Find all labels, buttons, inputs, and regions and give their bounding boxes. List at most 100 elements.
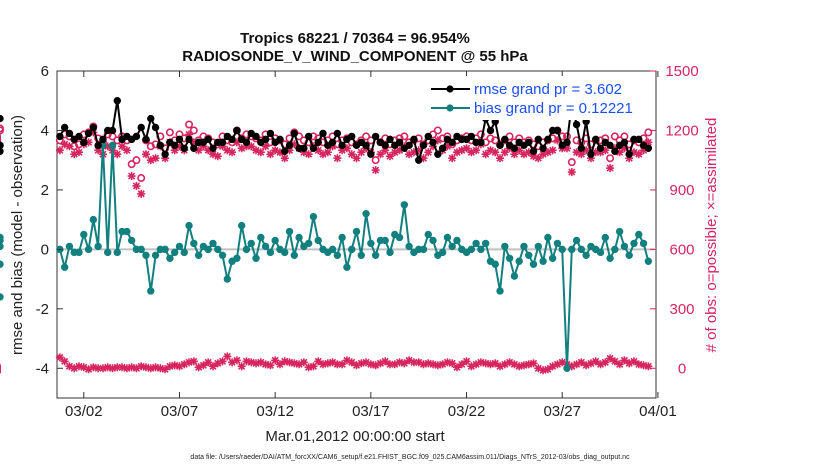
bias-point: [247, 239, 255, 248]
bias-point: [539, 257, 547, 265]
asterisk-stroke: [305, 150, 313, 158]
bias-point: [218, 251, 227, 260]
asterisk-stroke: [185, 358, 193, 366]
obs-possible-point: [127, 160, 136, 169]
bias-point: [625, 251, 633, 260]
asterisk-stroke: [424, 148, 432, 156]
rmse-point: [438, 144, 447, 152]
asterisk-stroke: [506, 358, 514, 366]
asterisk-stroke: [405, 356, 413, 364]
asterisk-stroke: [271, 356, 279, 364]
rmse-point: [242, 138, 251, 147]
asterisk-stroke: [128, 172, 136, 180]
bias-point: [644, 257, 653, 265]
bias-point: [443, 233, 452, 242]
rmse-point: [290, 129, 299, 138]
rmse-line: [59, 100, 649, 164]
rmse-point: [132, 132, 141, 141]
asterisk-stroke: [453, 363, 461, 371]
asterisk-stroke: [348, 358, 356, 366]
obs-assimilated-point: [266, 150, 275, 159]
asterisk-stroke: [204, 358, 212, 366]
obs-count-bottom-point: [491, 359, 500, 368]
bias-point: [438, 248, 447, 257]
bias-point: [472, 239, 480, 248]
bias-point: [190, 239, 198, 248]
bias-point: [606, 254, 614, 262]
rmse-point: [156, 141, 165, 150]
obs-assimilated-point: [141, 150, 150, 159]
bias-point: [237, 221, 246, 230]
asterisk-stroke: [233, 356, 241, 364]
rmse-point: [429, 138, 437, 147]
bias-point: [429, 236, 437, 245]
y-right-tick-label: 900: [669, 182, 694, 199]
asterisk-stroke: [606, 164, 614, 172]
bias-point: [348, 245, 356, 254]
bias-point: [577, 245, 586, 254]
asterisk-stroke: [75, 148, 83, 156]
bias-point: [170, 248, 179, 257]
rmse-point: [539, 144, 547, 152]
rmse-point: [204, 135, 212, 144]
chart-title-line1: Tropics 68221 / 70364 = 96.954%: [240, 30, 470, 47]
asterisk-stroke: [577, 358, 585, 366]
bias-point: [491, 260, 499, 268]
obs-assimilated-point: [491, 148, 500, 157]
x-tick-label: 03/12: [256, 403, 294, 420]
rmse-point: [611, 147, 619, 155]
bias-point: [252, 254, 260, 262]
y-axis-left-label: rmse and bias (model - observation): [9, 115, 26, 355]
rmse-point: [309, 144, 318, 152]
rmse-point: [419, 141, 428, 150]
asterisk-stroke: [372, 166, 380, 174]
obs-count-bottom-point: [629, 357, 638, 366]
rmse-point: [338, 141, 346, 150]
obs-assimilated-point: [256, 148, 265, 157]
rmse-point: [151, 123, 160, 132]
bias-point: [338, 233, 346, 242]
x-tick-label: 04/01: [639, 403, 677, 420]
asterisk-stroke: [592, 357, 600, 365]
asterisk-stroke: [132, 182, 140, 190]
y-right-tick-label: 1500: [665, 63, 698, 80]
asterisk-stroke: [56, 353, 64, 361]
asterisk-stroke: [486, 360, 495, 368]
obs-assimilated-point: [132, 181, 141, 190]
obs-possible-point: [189, 126, 198, 135]
rmse-point: [328, 138, 337, 147]
obs-assimilated-point: [352, 154, 361, 163]
rmse-point: [620, 138, 629, 147]
rmse-point: [525, 138, 533, 147]
bias-point: [314, 236, 322, 245]
legend: rmse grand pr = 3.602 bias grand pr = 0.…: [426, 76, 650, 120]
bias-point: [290, 251, 299, 260]
asterisk-stroke: [348, 150, 356, 158]
bias-point: [281, 248, 289, 257]
bias-point: [563, 364, 571, 372]
bias-point: [266, 248, 275, 257]
rmse-point: [218, 138, 227, 147]
asterisk-stroke: [209, 362, 217, 370]
plot-area: [0, 70, 657, 399]
rmse-point: [285, 141, 294, 150]
bias-point: [84, 245, 93, 254]
x-axis-label: Mar.01,2012 00:00:00 start: [265, 428, 445, 445]
bias-point: [295, 233, 303, 242]
asterisk-stroke: [214, 152, 222, 160]
x-axis: 03/02 03/07 03/12 03/17 03/22 03/27 04/01: [65, 71, 677, 420]
obs-assimilated-point: [409, 148, 418, 157]
x-tick-label: 03/27: [543, 403, 581, 420]
bias-point: [123, 227, 131, 236]
y-left-tick-label: -2: [36, 301, 49, 318]
y-right-tick-label: 600: [669, 241, 694, 258]
rmse-point: [75, 132, 83, 141]
asterisk-stroke: [510, 360, 518, 368]
asterisk-stroke: [434, 361, 442, 369]
bias-point: [529, 260, 538, 268]
asterisk-stroke: [271, 146, 279, 154]
rmse-point: [161, 150, 169, 158]
bias-point: [601, 233, 609, 242]
rmse-point: [89, 123, 98, 132]
asterisk-stroke: [252, 146, 260, 154]
